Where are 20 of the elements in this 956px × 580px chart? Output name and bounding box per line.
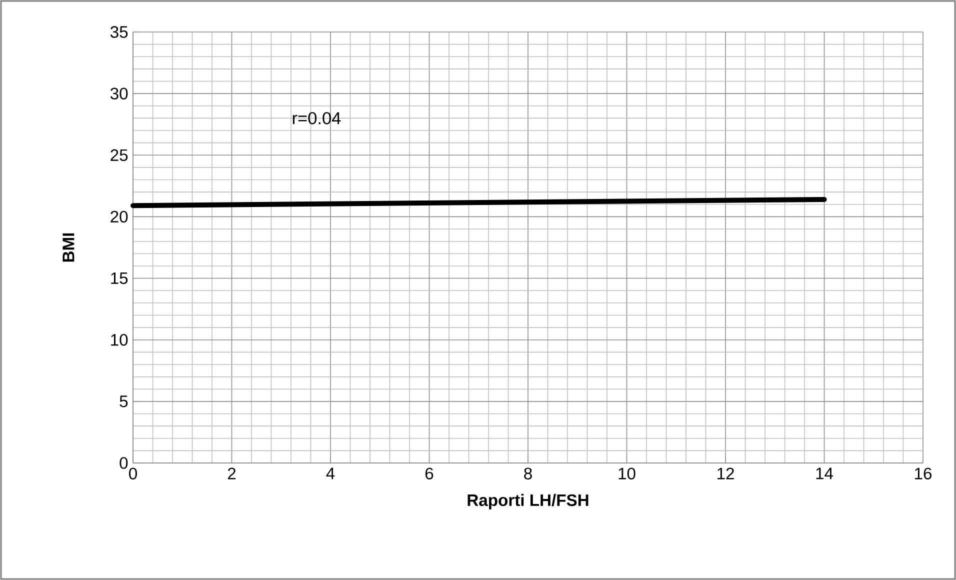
- y-axis-title: BMI: [62, 233, 74, 262]
- y-tick-label: 25: [110, 149, 128, 162]
- x-tick-label: 0: [129, 468, 137, 480]
- x-tick-label: 12: [718, 468, 734, 480]
- x-tick-label: 4: [326, 468, 335, 480]
- y-tick-label: 15: [111, 272, 128, 284]
- y-tick-label: 5: [120, 396, 128, 408]
- x-tick-label: 16: [915, 468, 932, 480]
- y-tick-label: 30: [110, 88, 128, 100]
- y-tick-label: 20: [110, 210, 128, 223]
- x-tick-label: 6: [425, 468, 434, 480]
- x-tick-label: 8: [524, 468, 532, 480]
- x-tick-label: 2: [228, 468, 236, 480]
- x-tick-label: 14: [816, 468, 834, 480]
- x-axis-title: Raporti LH/FSH: [468, 494, 588, 510]
- x-tick-label: 10: [618, 468, 636, 480]
- y-tick-label: 0: [120, 457, 128, 469]
- annotation: r=0.04: [292, 112, 341, 124]
- y-tick-label: 35: [110, 26, 128, 38]
- y-tick-label: 10: [111, 334, 128, 346]
